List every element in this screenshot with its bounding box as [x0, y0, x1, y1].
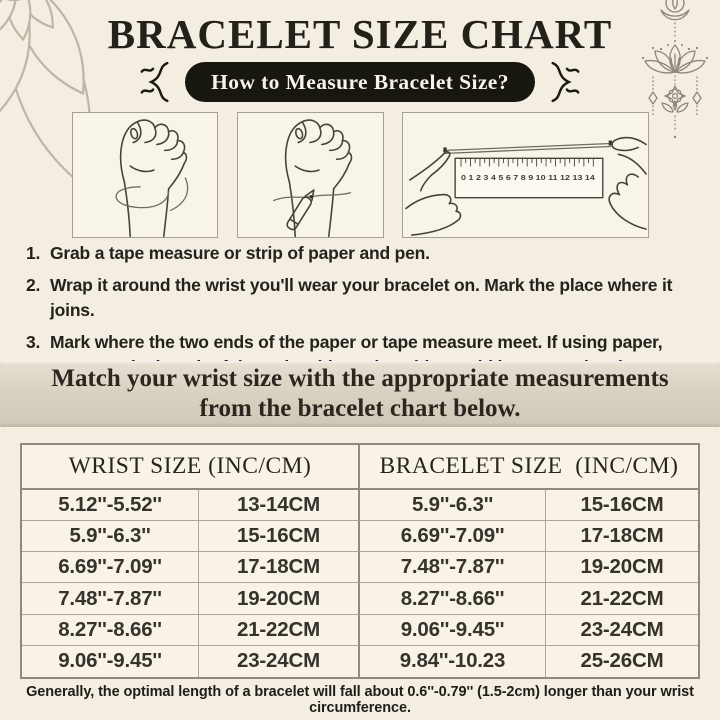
table-cell: 21-22CM [199, 614, 360, 646]
table-cell: 9.06''-9.45'' [360, 614, 546, 646]
table-cell: 23-24CM [199, 645, 360, 677]
instruction-step-1: 1. Grab a tape measure or strip of paper… [26, 241, 704, 266]
size-table: WRIST SIZE (INC/CM) BRACELET SIZE (INC/C… [20, 443, 700, 679]
table-cell: 25-26CM [580, 649, 664, 673]
table-cell: 23-24CM [546, 615, 698, 646]
badge-row: How to Measure Bracelet Size? [0, 59, 720, 105]
table-cell: 6.69''-7.09'' [22, 552, 199, 584]
table-header-wrist-size: WRIST SIZE (INC/CM) [22, 445, 360, 490]
step-number: 2. [26, 275, 41, 295]
footer-note: Generally, the optimal length of a brace… [26, 684, 694, 716]
table-cell: 19-20CM [546, 552, 698, 584]
step-text: Wrap it around the wrist you'll wear you… [50, 275, 673, 320]
banner-line-2: from the bracelet chart below. [199, 395, 521, 422]
table-header-bracelet-size: BRACELET SIZE (INC/CM) [360, 445, 698, 490]
table-cell: 15-16CM [546, 490, 698, 522]
step-number: 1. [26, 243, 41, 263]
page-title: BRACELET SIZE CHART [107, 11, 613, 57]
table-cell: 7.48''-7.87'' [22, 583, 199, 615]
table-cell: 19-20CM [199, 583, 360, 615]
hand-tape-line-art-icon [115, 119, 189, 237]
table-cell: 7.48''-7.87'' [360, 552, 546, 584]
table-cell: 17-18CM [546, 521, 698, 553]
table-cell: 9.06''-9.45'' [22, 645, 199, 677]
table-cell: 5.12''-5.52'' [22, 490, 199, 522]
ruler-hands-line-art-icon: 0 1 2 3 4 5 6 7 8 9 10 11 12 13 14 [405, 136, 647, 236]
table-cell: 17-18CM [199, 552, 360, 584]
illustration-wrap-tape [72, 112, 218, 238]
step-number: 3. [26, 332, 41, 352]
squiggle-ornament-left [140, 61, 169, 103]
squiggle-ornament-right [551, 61, 580, 103]
instruction-step-2: 2. Wrap it around the wrist you'll wear … [26, 273, 704, 323]
table-cell: 15-16CM [199, 521, 360, 553]
illustration-ruler-measure: 0 1 2 3 4 5 6 7 8 9 10 11 12 13 14 [402, 112, 649, 238]
illustration-mark-pen [237, 112, 384, 238]
table-cell: 21-22CM [546, 583, 698, 615]
table-cell: 9.84''-10.23 [360, 645, 546, 677]
table-cell: 8.27''-8.66'' [360, 583, 546, 615]
ruler-numbers: 0 1 2 3 4 5 6 7 8 9 10 11 12 13 14 [461, 173, 596, 182]
hand-pen-line-art-icon [272, 119, 353, 237]
table-cell: 6.69''-7.09'' [360, 521, 546, 553]
table-cell: 13-14CM [199, 490, 360, 522]
table-cell: 8.27''-8.66'' [22, 614, 199, 646]
banner-line-1: Match your wrist size with the appropria… [51, 365, 669, 392]
table-cell: 5.9''-6.3'' [22, 521, 199, 553]
step-text: Grab a tape measure or strip of paper an… [50, 243, 430, 263]
match-banner: Match your wrist size with the appropria… [0, 361, 720, 427]
table-cell: 5.9''-6.3'' [360, 490, 546, 522]
how-to-measure-badge: How to Measure Bracelet Size? [185, 62, 535, 102]
